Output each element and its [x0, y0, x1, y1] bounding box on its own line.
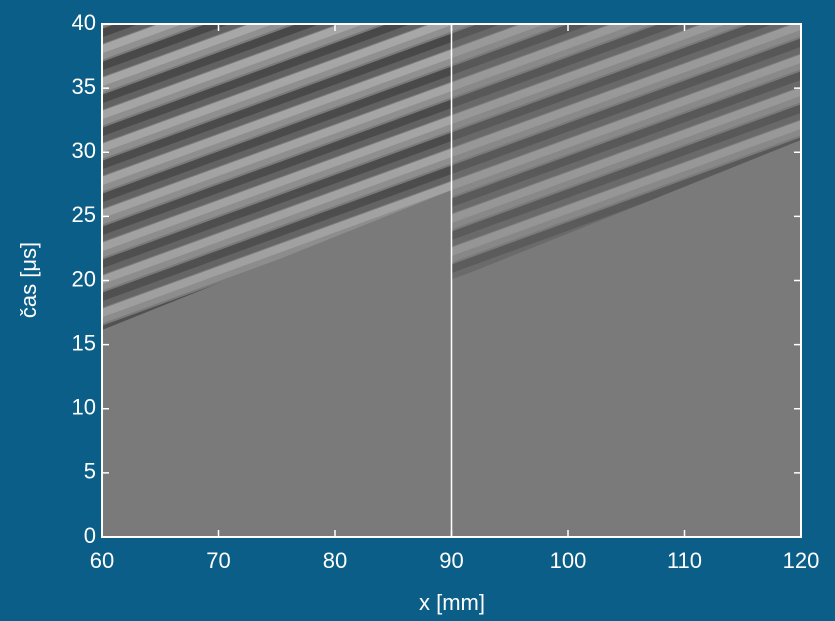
x-axis-label: x [mm]	[419, 590, 485, 615]
y-tick-label: 5	[84, 459, 96, 484]
y-tick-label: 0	[84, 523, 96, 548]
y-tick-label: 25	[72, 202, 96, 227]
x-tick-label: 120	[783, 548, 820, 573]
wave-pattern-left	[102, 24, 452, 330]
x-tick-label: 110	[667, 548, 702, 573]
y-tick-label: 20	[72, 266, 96, 291]
x-tick-label: 70	[206, 548, 230, 573]
x-tick-label: 100	[550, 548, 587, 573]
y-tick-label: 15	[72, 330, 96, 355]
x-tick-label: 60	[90, 548, 114, 573]
y-tick-label: 40	[72, 10, 96, 35]
y-axis-label: čas [μs]	[16, 242, 41, 318]
y-tick-label: 30	[72, 138, 96, 163]
y-tick-label: 35	[72, 74, 96, 99]
x-tick-label: 90	[439, 548, 463, 573]
x-tick-label: 80	[323, 548, 347, 573]
wave-pattern-right	[452, 24, 801, 280]
y-tick-label: 10	[72, 395, 96, 420]
